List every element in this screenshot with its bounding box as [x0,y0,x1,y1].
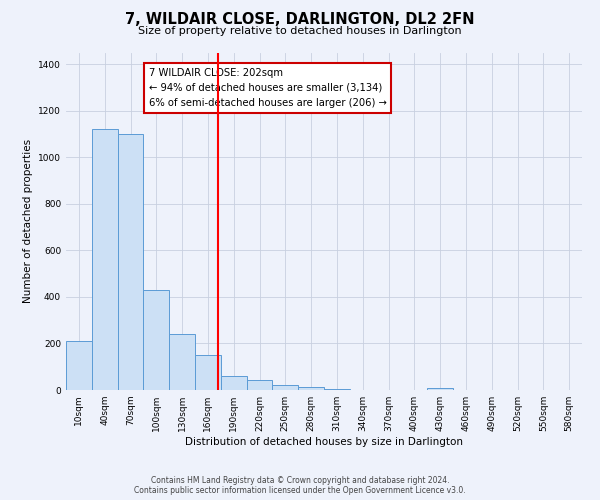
Bar [298,386,324,390]
Text: 7, WILDAIR CLOSE, DARLINGTON, DL2 2FN: 7, WILDAIR CLOSE, DARLINGTON, DL2 2FN [125,12,475,28]
Text: 7 WILDAIR CLOSE: 202sqm
← 94% of detached houses are smaller (3,134)
6% of semi-: 7 WILDAIR CLOSE: 202sqm ← 94% of detache… [149,68,386,108]
Text: Contains HM Land Registry data © Crown copyright and database right 2024.
Contai: Contains HM Land Registry data © Crown c… [134,476,466,495]
Bar [272,386,298,390]
Bar [427,388,453,390]
Bar [324,389,350,390]
Bar [195,355,221,390]
Y-axis label: Number of detached properties: Number of detached properties [23,139,32,304]
Bar [221,376,247,390]
Bar [169,334,195,390]
Bar [92,130,118,390]
Bar [118,134,143,390]
Bar [66,341,92,390]
X-axis label: Distribution of detached houses by size in Darlington: Distribution of detached houses by size … [185,437,463,447]
Bar [143,290,169,390]
Bar [247,380,272,390]
Text: Size of property relative to detached houses in Darlington: Size of property relative to detached ho… [138,26,462,36]
